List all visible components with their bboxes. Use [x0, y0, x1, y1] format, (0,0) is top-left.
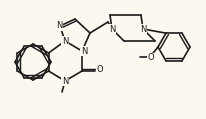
Text: N: N [62, 77, 68, 85]
Text: N: N [109, 25, 115, 34]
Text: N: N [62, 37, 68, 45]
Text: N: N [140, 25, 146, 34]
Text: O: O [148, 54, 154, 62]
Text: O: O [97, 65, 103, 74]
Text: N: N [81, 47, 87, 55]
Text: N: N [56, 22, 62, 30]
